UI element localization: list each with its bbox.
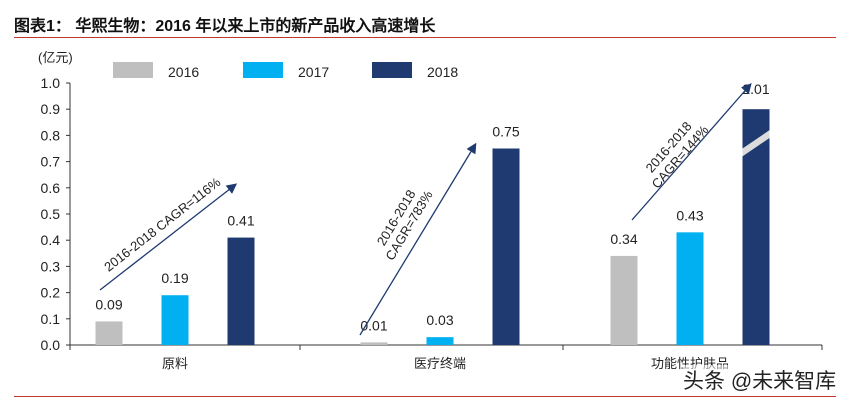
- bar-2017-2: [676, 232, 704, 345]
- y-tick-label: 0.3: [41, 258, 61, 274]
- figure-title: 图表1： 华熙生物：2016 年以来上市的新产品收入高速增长: [14, 18, 436, 35]
- x-tick-label: 原料: [162, 356, 188, 371]
- y-tick-label: 0.6: [41, 180, 61, 196]
- y-axis-label: (亿元): [38, 50, 73, 65]
- data-label: 0.01: [360, 317, 387, 333]
- data-label: 0.03: [426, 312, 453, 328]
- legend-swatch: [243, 62, 283, 78]
- cagr-annotation-0: 2016-2018 CAGR=116%: [101, 174, 223, 274]
- axis-break-mark: [742, 130, 770, 157]
- bar-2018-0: [227, 237, 255, 345]
- y-tick-label: 0.7: [41, 154, 61, 170]
- y-tick-label: 0.4: [41, 232, 61, 248]
- top-rule: [14, 37, 836, 38]
- y-tick-label: 0.9: [41, 101, 61, 117]
- y-tick-label: 0.5: [41, 206, 61, 222]
- bar-2017-1: [426, 337, 454, 345]
- cagr-annotation-2: 2016-2018CAGR=144%: [637, 112, 711, 191]
- y-tick-label: 0.2: [41, 285, 61, 301]
- cagr-arrow: [631, 83, 752, 221]
- data-label: 0.09: [95, 296, 122, 312]
- bar-2018-1: [492, 148, 520, 345]
- y-tick-label: 0.1: [41, 311, 61, 327]
- bottom-rule: [14, 396, 836, 397]
- data-label: 0.34: [610, 231, 637, 247]
- legend-label: 2018: [427, 64, 458, 80]
- bar-2017-0: [161, 295, 189, 345]
- y-tick-label: 0.8: [41, 127, 61, 143]
- data-label: 0.43: [676, 207, 703, 223]
- data-label: 0.75: [492, 124, 519, 140]
- x-tick-label: 医疗终端: [414, 356, 466, 371]
- legend-label: 2016: [168, 64, 199, 80]
- cagr-arrow: [359, 142, 477, 336]
- legend-swatch: [113, 62, 153, 78]
- bar-2016-2: [610, 255, 638, 345]
- y-tick-label: 0.0: [41, 337, 61, 353]
- data-label: 0.41: [227, 213, 254, 229]
- cagr-arrow: [99, 183, 238, 291]
- cagr-annotation-1: 2016-2018CAGR=783%: [370, 180, 436, 263]
- data-label: 0.19: [161, 270, 188, 286]
- bar-2016-1: [360, 342, 388, 345]
- y-tick-label: 1.0: [41, 75, 61, 91]
- legend-swatch: [372, 62, 412, 78]
- legend-label: 2017: [298, 64, 329, 80]
- watermark: 头条 @未来智库: [683, 365, 837, 395]
- bar-2016-0: [95, 321, 123, 345]
